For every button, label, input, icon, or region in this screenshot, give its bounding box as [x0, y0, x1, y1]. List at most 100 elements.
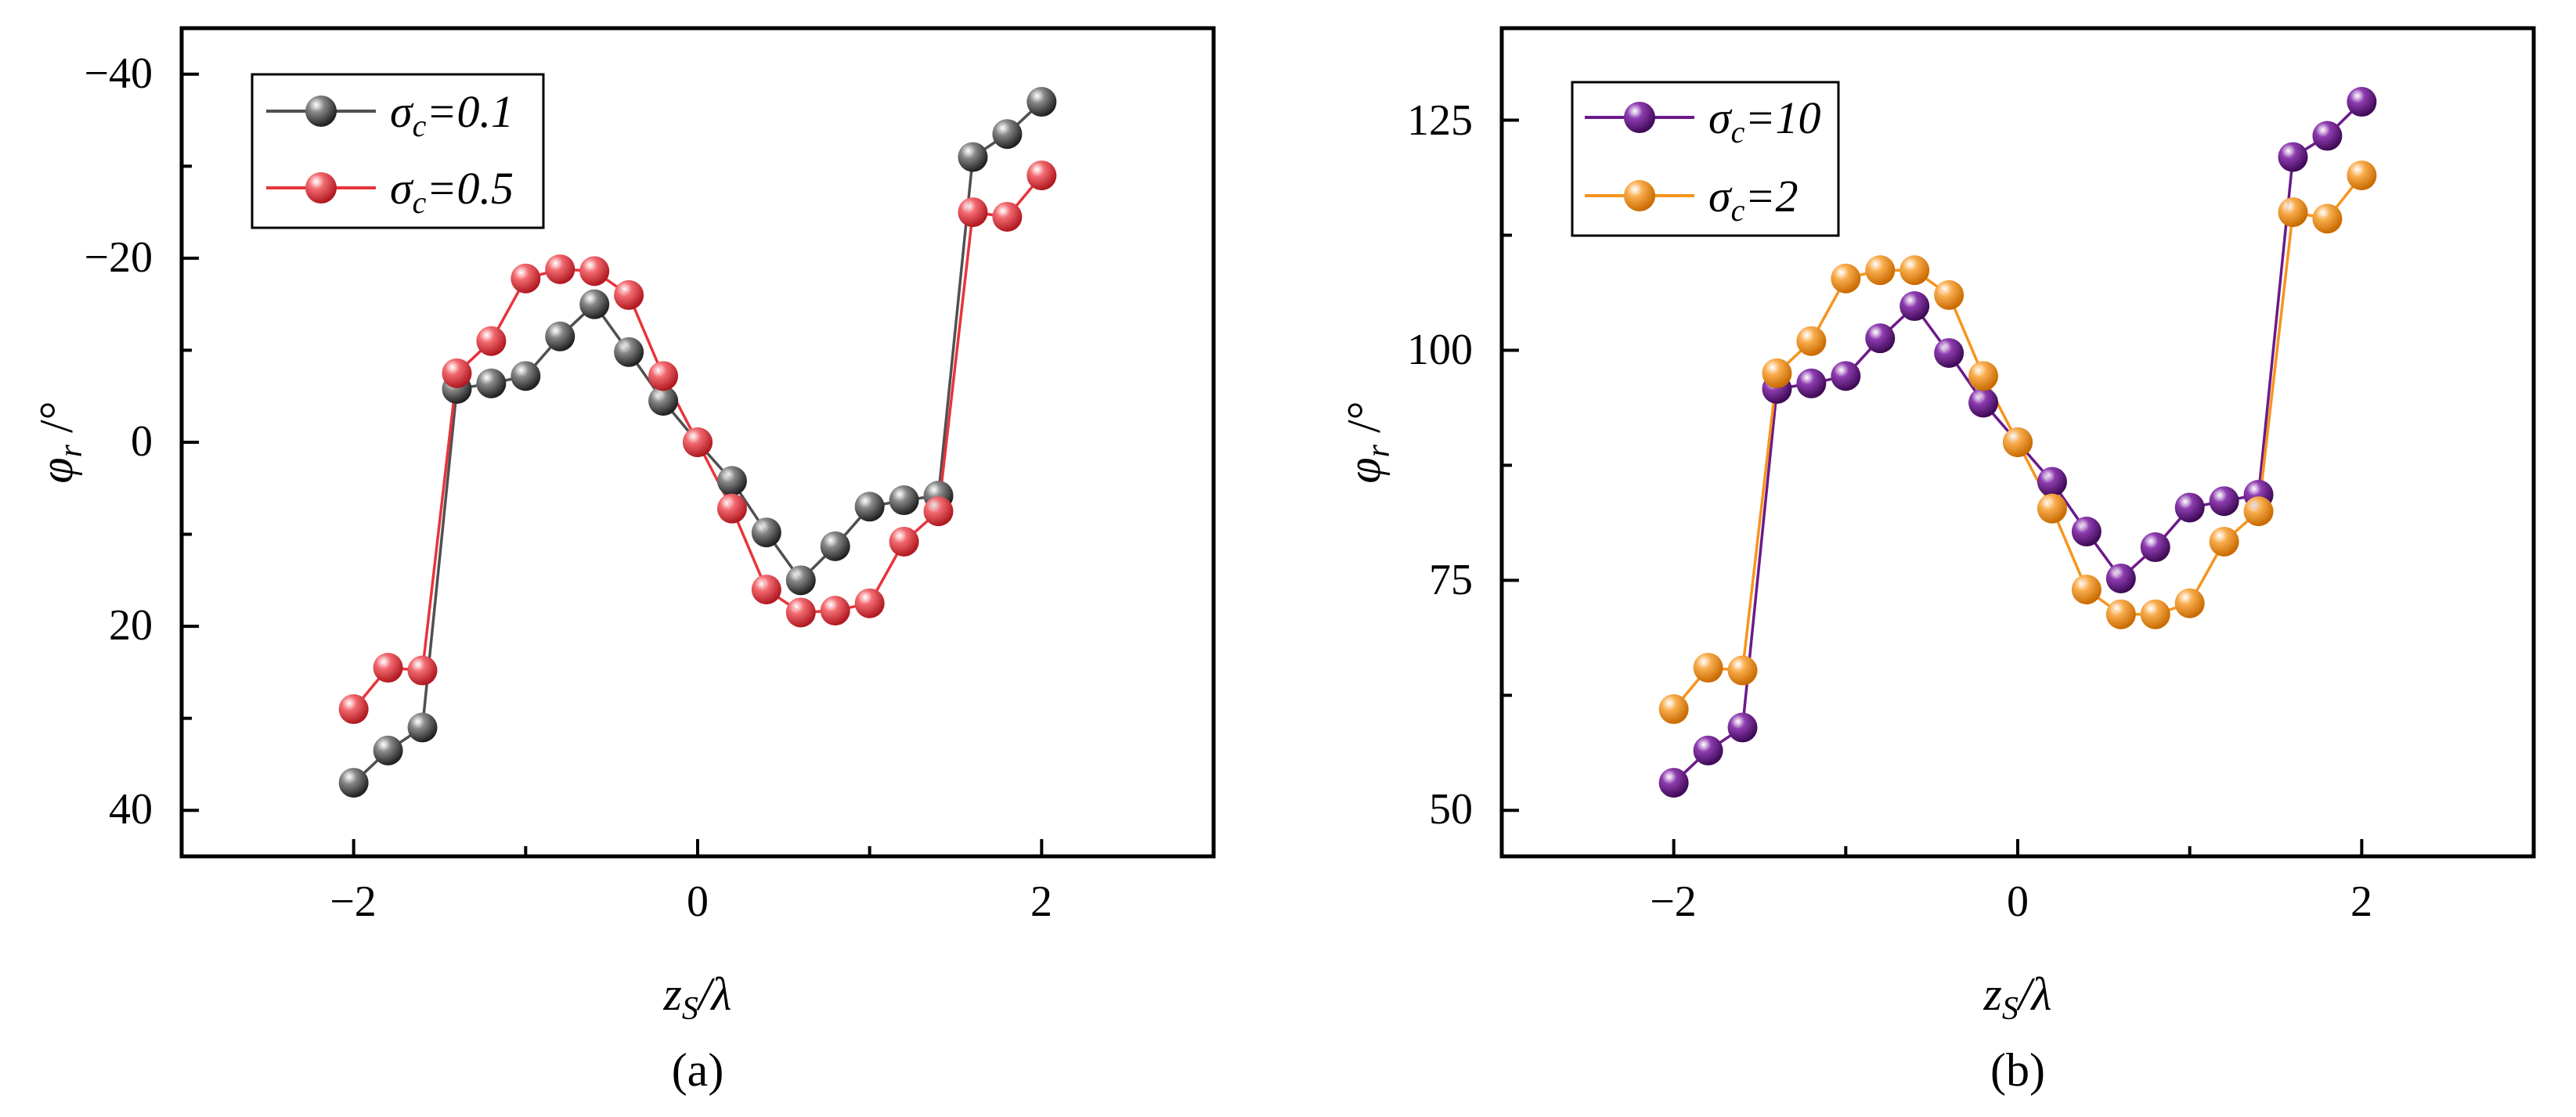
y-tick-label: 40 [109, 785, 153, 834]
panel-caption: (b) [1990, 1044, 2045, 1096]
data-point [854, 492, 885, 522]
data-point [2037, 493, 2067, 524]
data-point [511, 361, 541, 391]
data-point [338, 694, 369, 724]
data-point [2347, 160, 2377, 191]
data-point [683, 427, 713, 457]
data-point [1865, 255, 1896, 286]
data-point [1900, 255, 1930, 286]
data-point [820, 596, 850, 626]
x-tick-label: 2 [2351, 877, 2372, 926]
x-axis-title: zS/λ [1983, 968, 2051, 1027]
data-point [958, 142, 988, 172]
legend: σc=10 σc=2 [1571, 81, 1840, 237]
x-tick-label: −2 [330, 877, 377, 926]
data-point [2105, 599, 2136, 629]
data-point [1658, 694, 1689, 724]
data-point [511, 263, 541, 294]
data-point [1693, 735, 1723, 766]
legend-marker [1624, 102, 1655, 133]
data-point [889, 526, 919, 557]
data-point [1865, 323, 1896, 354]
data-point [579, 289, 610, 319]
axis-ticks [1500, 118, 2535, 856]
data-point [614, 279, 644, 310]
legend-box [251, 73, 545, 229]
y-axis-title: φr /° [31, 401, 89, 483]
legend-marker [305, 172, 337, 204]
data-point [2312, 121, 2343, 151]
y-tick-label: 125 [1407, 96, 1473, 145]
data-point [338, 767, 369, 798]
data-point [958, 197, 988, 228]
data-point [1026, 87, 1057, 117]
data-point [579, 256, 610, 286]
data-point [1934, 337, 1964, 368]
data-point [1796, 368, 1827, 398]
data-point [648, 386, 679, 416]
x-tick-label: 2 [1030, 877, 1052, 926]
panel-caption: (a) [672, 1044, 724, 1096]
data-point [442, 358, 472, 388]
y-tick-label: 75 [1429, 556, 1473, 604]
data-point [2037, 467, 2067, 497]
series-layer [338, 87, 1057, 798]
data-point [373, 735, 403, 766]
data-point [1934, 279, 1964, 310]
data-point [751, 575, 781, 605]
data-point [2174, 588, 2205, 618]
legend-label: σc=10 [1708, 92, 1821, 150]
data-point [1026, 160, 1057, 191]
legend-label: σc=2 [1708, 171, 1799, 228]
data-point [751, 517, 781, 548]
data-point [1762, 358, 1792, 388]
data-point [373, 653, 403, 683]
data-point [476, 368, 507, 398]
y-tick-label: −40 [84, 49, 153, 98]
y-tick-label: −20 [84, 233, 153, 282]
y-tick-label: 20 [109, 601, 153, 650]
data-point [1727, 655, 1758, 686]
legend-label: σc=0.1 [390, 86, 514, 143]
data-point [2278, 142, 2308, 172]
legend-label: σc=0.5 [390, 163, 514, 220]
data-point [2209, 526, 2239, 557]
data-point [820, 531, 850, 561]
x-axis-title: zS/λ [662, 968, 731, 1027]
data-point [716, 493, 747, 524]
legend: σc=0.1 σc=0.5 [251, 73, 545, 229]
data-point [854, 588, 885, 618]
data-point [2071, 575, 2102, 605]
data-point [2174, 492, 2205, 523]
y-tick-label: 50 [1429, 785, 1473, 834]
data-point [648, 361, 679, 391]
data-point [2003, 427, 2033, 457]
data-point [1796, 326, 1827, 356]
data-point [889, 485, 919, 516]
y-tick-label: 0 [131, 417, 153, 466]
axis-ticks [180, 72, 1215, 856]
data-point [2278, 197, 2308, 228]
x-tick-label: 0 [687, 877, 709, 926]
data-point [992, 201, 1023, 232]
x-tick-label: 0 [2007, 877, 2029, 926]
data-point [2140, 599, 2170, 629]
legend-box [1571, 81, 1840, 237]
data-point [1658, 767, 1689, 798]
data-point [1900, 291, 1930, 322]
data-point [1968, 361, 1999, 391]
data-point [2105, 563, 2136, 593]
legend-marker [305, 95, 337, 127]
data-point [716, 466, 747, 496]
data-point [2209, 486, 2239, 517]
data-point [1831, 361, 1861, 391]
data-point [785, 565, 816, 596]
data-point [1968, 387, 1999, 418]
x-tick-label: −2 [1650, 877, 1697, 926]
legend-marker [1624, 180, 1655, 211]
data-point [407, 655, 438, 686]
y-tick-label: 100 [1407, 326, 1473, 374]
data-point [2140, 532, 2170, 563]
data-point [614, 337, 644, 367]
